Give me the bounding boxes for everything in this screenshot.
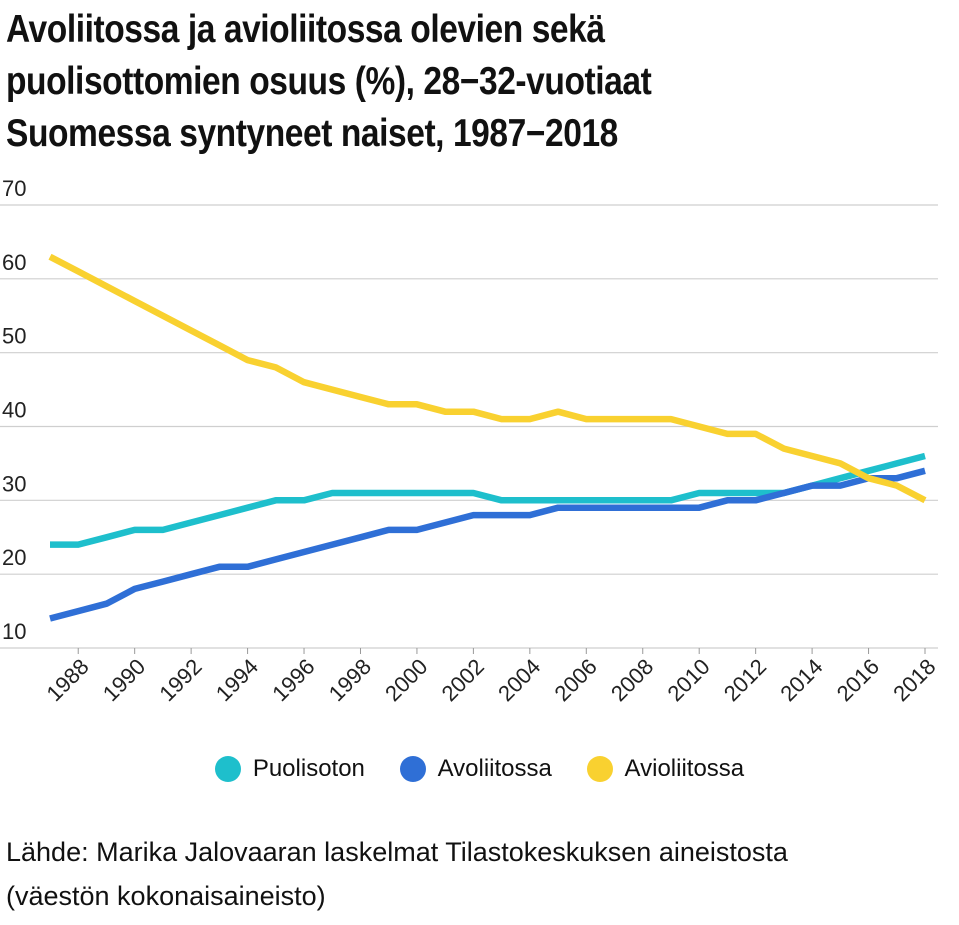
x-tick-label-1998: 1998 xyxy=(324,654,376,706)
chart-title-line-2: puolisottomien osuus (%), 28−32-vuotiaat xyxy=(6,60,652,103)
x-tick-label-1988: 1988 xyxy=(41,654,93,706)
legend-item-avoliitossa: Avoliitossa xyxy=(399,755,552,783)
source-line-2: (väestön kokonaisaineisto) xyxy=(6,881,326,911)
x-tick-label-2000: 2000 xyxy=(380,654,432,706)
x-tick-label-1994: 1994 xyxy=(211,654,263,706)
legend-label-avoliitossa: Avoliitossa xyxy=(437,755,552,782)
x-tick-label-1996: 1996 xyxy=(267,654,319,706)
x-tick-label-2016: 2016 xyxy=(832,654,884,706)
legend-label-avioliitossa: Avioliitossa xyxy=(624,755,745,782)
y-axis-tick-labels: 10 20 30 40 50 60 70 xyxy=(2,176,26,644)
source-line-1: Lähde: Marika Jalovaaran laskelmat Tilas… xyxy=(6,837,788,867)
y-tick-label-70: 70 xyxy=(2,176,26,201)
x-tick-label-2004: 2004 xyxy=(493,654,545,706)
y-tick-label-50: 50 xyxy=(2,324,26,349)
series-line-avoliitossa xyxy=(49,467,926,622)
chart-title: Avoliitossa ja avioliitossa olevien sekä… xyxy=(6,4,814,160)
x-tick-label-2014: 2014 xyxy=(775,654,827,706)
y-tick-label-60: 60 xyxy=(2,250,26,275)
x-tick-label-2006: 2006 xyxy=(550,654,602,706)
legend-swatch-avioliitossa xyxy=(586,756,613,782)
chart-series xyxy=(48,253,927,622)
x-tick-label-2018: 2018 xyxy=(888,654,940,706)
x-tick-label-1990: 1990 xyxy=(98,654,150,706)
x-tick-label-2008: 2008 xyxy=(606,654,658,706)
legend-item-avioliitossa: Avioliitossa xyxy=(586,755,745,783)
x-tick-label-2002: 2002 xyxy=(437,654,489,706)
x-tick-label-1992: 1992 xyxy=(154,654,206,706)
y-tick-label-10: 10 xyxy=(2,619,26,644)
legend-label-puolisoton: Puolisoton xyxy=(252,755,365,782)
y-tick-label-40: 40 xyxy=(2,398,26,423)
legend-swatch-puolisoton xyxy=(214,756,241,782)
series-line-avioliitossa xyxy=(48,253,927,504)
y-tick-label-20: 20 xyxy=(2,545,26,570)
chart-title-line-3: Suomessa syntyneet naiset, 1987−2018 xyxy=(6,112,618,155)
y-tick-label-30: 30 xyxy=(2,471,26,496)
legend-swatch-avoliitossa xyxy=(399,756,426,782)
source-note: Lähde: Marika Jalovaaran laskelmat Tilas… xyxy=(6,830,788,918)
chart-gridlines xyxy=(0,204,938,649)
legend-item-puolisoton: Puolisoton xyxy=(214,755,365,783)
x-tick-label-2010: 2010 xyxy=(662,654,714,706)
x-axis-tick-labels: 1988 1990 1992 1994 1996 1998 2000 2002 2004 2006… xyxy=(41,648,941,706)
x-tick-label-2012: 2012 xyxy=(719,654,771,706)
chart-title-line-1: Avoliitossa ja avioliitossa olevien sekä xyxy=(6,8,605,51)
chart-legend: Puolisoton Avoliitossa Avioliitossa xyxy=(0,755,959,789)
